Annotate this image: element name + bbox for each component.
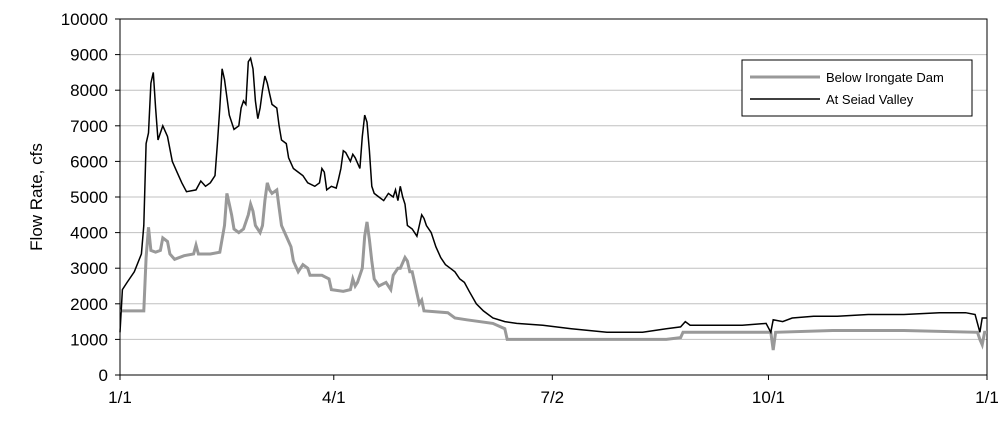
y-tick-label: 6000 — [70, 152, 108, 171]
legend-label: Below Irongate Dam — [826, 70, 944, 85]
x-tick-label: 10/1 — [752, 388, 785, 407]
y-axis-title: Flow Rate, cfs — [27, 143, 46, 251]
x-tick-label: 4/1 — [322, 388, 346, 407]
y-tick-label: 9000 — [70, 46, 108, 65]
y-tick-label: 8000 — [70, 81, 108, 100]
series-line-at-seiad-valley — [119, 56, 987, 335]
x-tick-label: 7/2 — [540, 388, 564, 407]
y-tick-label: 10000 — [61, 10, 108, 29]
series-group — [119, 56, 987, 351]
x-tick-labels: 1/1 4/1 7/2 10/1 1/1 — [108, 388, 999, 407]
y-tick-label: 3000 — [70, 259, 108, 278]
y-tick-label: 2000 — [70, 295, 108, 314]
axes — [115, 18, 988, 380]
y-tick-label: 1000 — [70, 330, 108, 349]
y-tick-labels: 0 1000 2000 3000 4000 5000 6000 7000 8000 9000 100… — [61, 10, 108, 385]
y-tick-label: 4000 — [70, 224, 108, 243]
y-tick-label: 0 — [99, 366, 108, 385]
y-tick-label: 7000 — [70, 117, 108, 136]
series-line-below-irongate-dam — [120, 182, 987, 351]
x-tick-label: 1/1 — [975, 388, 999, 407]
legend-box — [741, 59, 973, 117]
legend-label: At Seiad Valley — [826, 92, 914, 107]
legend: Below Irongate Dam At Seiad Valley — [741, 59, 973, 117]
x-tick-label: 1/1 — [108, 388, 132, 407]
y-tick-label: 5000 — [70, 188, 108, 207]
